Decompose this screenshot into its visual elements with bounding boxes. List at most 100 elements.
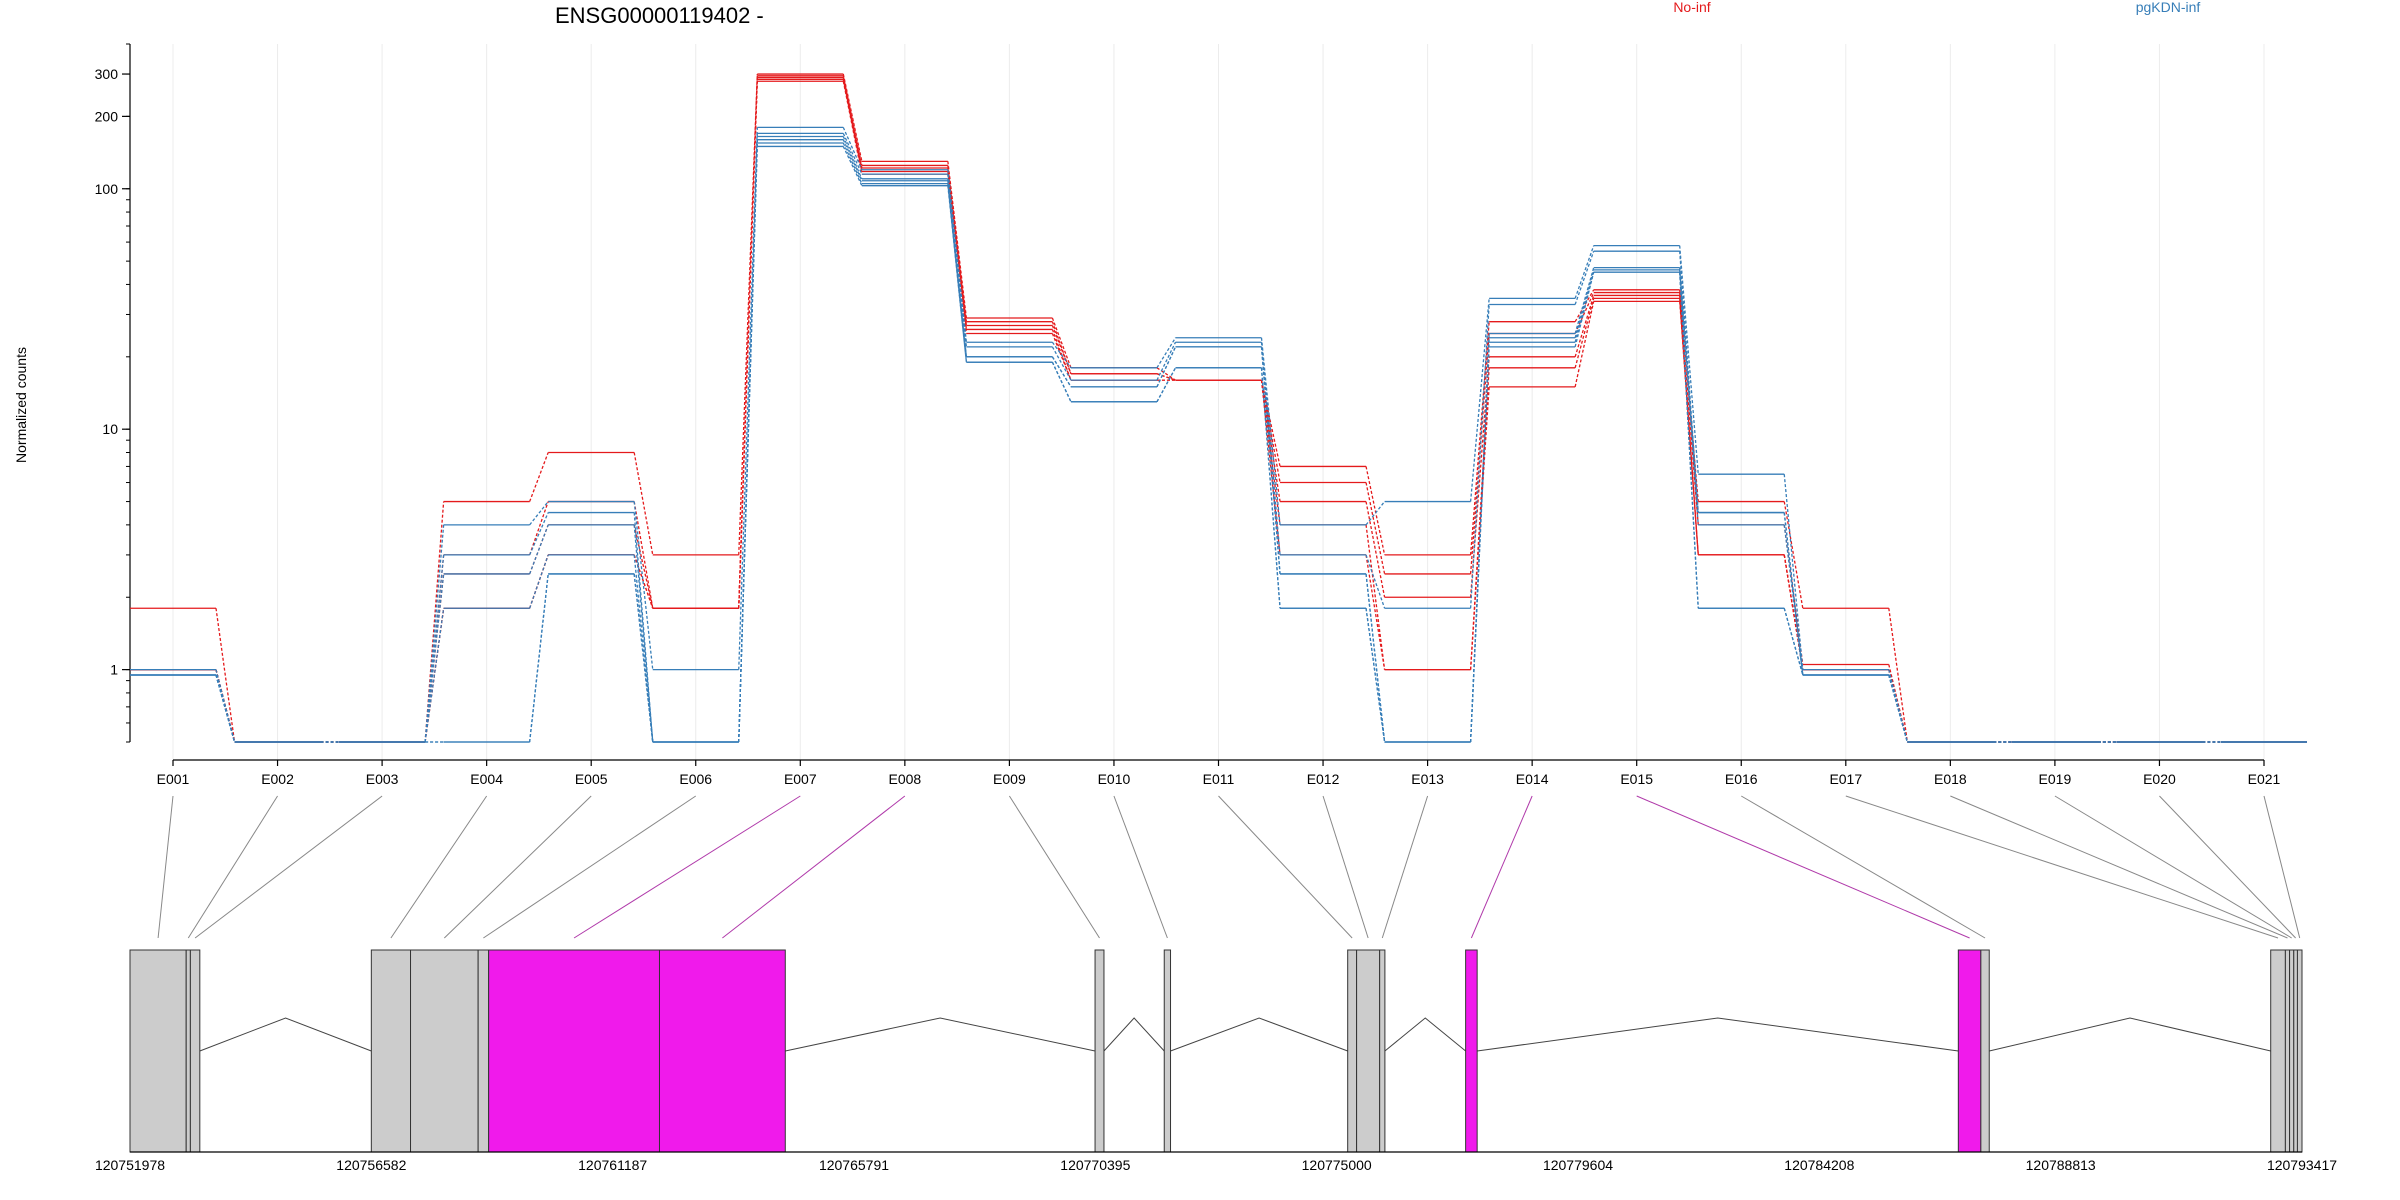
x-tick-label-e015: E015 [1620, 771, 1653, 787]
connector-e018 [1950, 795, 2288, 939]
x-tick-label-e018: E018 [1934, 771, 1967, 787]
series-transition [1469, 386, 1490, 670]
coord-label-120770395: 120770395 [1060, 1157, 1130, 1173]
coord-label-120761187: 120761187 [578, 1157, 647, 1173]
x-tick-label-e007: E007 [784, 771, 817, 787]
coord-label-120775000: 120775000 [1302, 1157, 1372, 1173]
connector-e020 [2159, 795, 2296, 939]
series-transition [1260, 337, 1281, 525]
chart-title: ENSG00000119402 - [555, 3, 764, 28]
series-transition [529, 524, 549, 575]
series-transition [1051, 356, 1072, 388]
intron-line [1170, 1017, 1348, 1052]
series-transition [1051, 321, 1072, 374]
x-tick-label-e004: E004 [470, 771, 503, 787]
connector-e010 [1113, 795, 1168, 939]
series-transition [1156, 367, 1176, 381]
series-transition [842, 139, 863, 181]
y-tick-label-1: 1 [110, 662, 118, 678]
series-transition [1365, 608, 1386, 743]
connector-e004 [390, 795, 488, 939]
series-transition [1574, 267, 1595, 334]
y-tick-label-200: 200 [95, 108, 119, 124]
series-transition [1679, 298, 1699, 555]
x-tick-label-e005: E005 [575, 771, 608, 787]
coord-label-120788813: 120788813 [2026, 1157, 2096, 1173]
series-transition [529, 554, 549, 609]
series-transition [1679, 292, 1699, 525]
exon-box-e020 [2293, 949, 2298, 1153]
series-transition [1051, 333, 1072, 381]
series-transition [633, 573, 654, 743]
intron-line [199, 1017, 372, 1052]
series-transition [947, 185, 968, 363]
exon-box-e014 [1465, 949, 1478, 1153]
series-transition [1051, 325, 1072, 375]
series-transition [842, 136, 863, 180]
series-transition [1574, 301, 1595, 387]
connector-e019 [2054, 795, 2292, 939]
series-transition [633, 501, 654, 670]
coord-label-120793417: 120793417 [2267, 1157, 2337, 1173]
series-transition [1365, 573, 1386, 743]
y-axis: 1 10 100 200 300 [95, 43, 131, 743]
exon-box-e010 [1163, 949, 1172, 1153]
connector-e009 [1008, 795, 1100, 939]
exon-box-e003 [189, 949, 201, 1153]
x-tick-label-e019: E019 [2039, 771, 2072, 787]
series-lines [130, 73, 2307, 743]
series-transition [1888, 608, 1908, 743]
series-transition [842, 127, 863, 170]
x-tick-label-e008: E008 [888, 771, 921, 787]
connector-e001 [157, 795, 174, 939]
exon-box-e002 [185, 949, 191, 1153]
series-transition [1574, 245, 1595, 299]
series-transition [1156, 337, 1177, 369]
connector-e006 [483, 795, 697, 939]
x-tick-label-e021: E021 [2248, 771, 2281, 787]
series-transition [842, 75, 863, 166]
series-transition [529, 573, 549, 743]
series-transition [1783, 474, 1804, 670]
series-transition [1260, 346, 1281, 574]
exon-box-e008 [658, 949, 786, 1153]
gene-model [129, 949, 2303, 1153]
series-transition [215, 608, 236, 743]
series-transition [1469, 298, 1490, 502]
series-transition [424, 554, 445, 743]
exon-box-e017 [2270, 949, 2286, 1153]
series-transition [424, 573, 445, 743]
coord-label-120765791: 120765791 [819, 1157, 889, 1173]
series-transition [633, 452, 654, 556]
series-transition [1365, 501, 1386, 598]
x-tick-label-e013: E013 [1411, 771, 1444, 787]
x-tick-label-e011: E011 [1203, 771, 1235, 787]
series-transition [1051, 346, 1072, 381]
connector-e012 [1322, 795, 1369, 939]
series-transition [633, 501, 654, 609]
connector-e014 [1470, 795, 1533, 939]
intron-line [785, 1017, 1096, 1052]
series-transition [1051, 317, 1072, 369]
grid [172, 44, 2265, 760]
x-tick-label-e016: E016 [1725, 771, 1758, 787]
series-transition [424, 608, 445, 743]
exon-box-e015 [1957, 949, 1982, 1153]
connector-e015 [1636, 795, 1970, 939]
series-transition [1783, 524, 1804, 676]
exon-box-e004 [370, 949, 412, 1153]
series-transition [1365, 554, 1386, 670]
series-transition [1156, 367, 1177, 403]
exon-box-e021 [2296, 949, 2303, 1153]
x-tick-label-e002: E002 [261, 771, 294, 787]
exon-box-e001 [129, 949, 187, 1153]
series-transition [842, 146, 863, 186]
intron-line [1384, 1017, 1466, 1052]
series-transition [1051, 361, 1072, 403]
series-line-pgkdn-inf-11 [130, 145, 2307, 743]
legend-pgkdn-inf: pgKDN-inf [2136, 0, 2201, 15]
series-transition [738, 81, 758, 609]
series-transition [1783, 501, 1804, 609]
exon-box-e011 [1347, 949, 1358, 1153]
series-transition [1574, 289, 1595, 323]
